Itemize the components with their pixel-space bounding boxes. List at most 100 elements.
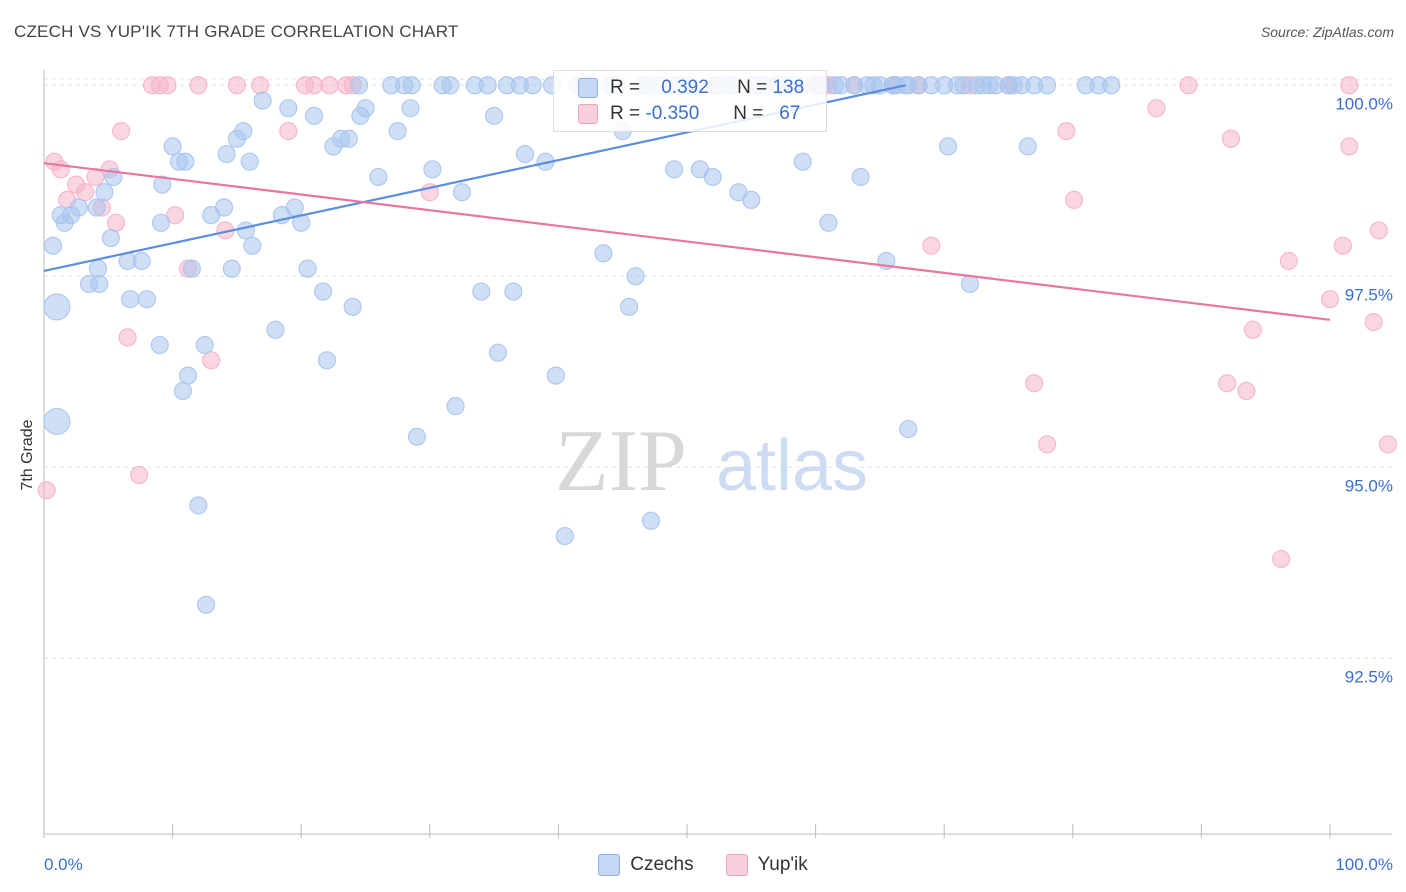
yupik-point bbox=[1221, 129, 1241, 148]
yupik-point bbox=[320, 76, 339, 95]
czech-point bbox=[90, 274, 109, 294]
czech-point bbox=[401, 99, 420, 118]
czech-point bbox=[163, 137, 182, 156]
czech-point bbox=[1004, 76, 1023, 95]
czech-point bbox=[472, 282, 491, 301]
czech-point bbox=[349, 76, 369, 95]
legend-label-yupik: Yup'ik bbox=[757, 854, 808, 875]
yupik-point bbox=[922, 236, 941, 255]
legend-n-value: 138 bbox=[772, 77, 805, 98]
czech-point bbox=[488, 343, 508, 362]
czech-point bbox=[253, 91, 272, 110]
czech-point bbox=[88, 259, 108, 278]
czech-point bbox=[441, 76, 460, 95]
czech-point bbox=[222, 259, 241, 278]
czech-point bbox=[173, 381, 192, 400]
czech-point bbox=[317, 351, 337, 370]
yupik-point bbox=[1369, 221, 1388, 240]
czech-point bbox=[523, 76, 542, 95]
legend-r-label: R = bbox=[610, 103, 641, 124]
y-axis-label: 7th Grade bbox=[19, 419, 36, 490]
correlation-legend: R = 0.392 N = 138 R = -0.350 N = 67 bbox=[553, 70, 827, 132]
chart-title: CZECH VS YUP'IK 7TH GRADE CORRELATION CH… bbox=[14, 22, 459, 41]
yupik-point bbox=[1025, 374, 1044, 393]
czech-point bbox=[243, 236, 262, 255]
czech-point bbox=[899, 419, 918, 439]
czech-point bbox=[1037, 76, 1057, 95]
legend-r-label: R = bbox=[610, 77, 641, 98]
legend-item-czechs: Czechs bbox=[598, 854, 694, 876]
legend-r-value: 0.392 bbox=[661, 77, 709, 98]
yupik-point bbox=[1147, 99, 1166, 118]
czech-point bbox=[176, 152, 195, 171]
czech-point bbox=[240, 152, 259, 171]
czech-point bbox=[178, 366, 198, 385]
yupik-point bbox=[202, 351, 221, 370]
czech-point bbox=[196, 595, 216, 614]
czech-point bbox=[43, 293, 71, 321]
czech-point bbox=[236, 221, 256, 240]
czech-point bbox=[555, 526, 574, 546]
legend-label-czechs: Czechs bbox=[630, 854, 694, 875]
czech-point bbox=[285, 198, 304, 217]
czech-point bbox=[356, 99, 375, 118]
czech-point bbox=[298, 259, 317, 278]
yupik-point bbox=[1218, 374, 1237, 393]
czech-point bbox=[504, 282, 523, 301]
yupik-point bbox=[1057, 122, 1076, 141]
legend-item-yupik: Yup'ik bbox=[725, 854, 808, 876]
czech-point bbox=[626, 267, 645, 286]
x-tick-label: 100.0% bbox=[1335, 855, 1393, 874]
czech-point bbox=[1102, 76, 1121, 95]
yupik-point bbox=[250, 76, 270, 95]
yupik-point bbox=[118, 328, 137, 347]
czech-point bbox=[742, 190, 761, 209]
czech-point bbox=[95, 183, 114, 202]
yupik-point bbox=[1272, 549, 1291, 569]
czech-point bbox=[151, 213, 171, 232]
watermark-zip: ZIP bbox=[555, 413, 687, 510]
czech-point bbox=[214, 198, 234, 217]
czech-point bbox=[266, 320, 285, 339]
legend-n-label: N = bbox=[737, 77, 768, 98]
yupik-point bbox=[1237, 381, 1256, 400]
yupik-point bbox=[112, 122, 131, 141]
czech-point bbox=[485, 106, 504, 125]
czech-point bbox=[339, 129, 358, 148]
czech-point bbox=[388, 122, 407, 141]
yupik-trend-line bbox=[43, 162, 1331, 321]
yupik-point bbox=[158, 76, 177, 95]
czech-point bbox=[641, 511, 661, 530]
czech-point bbox=[69, 198, 88, 217]
czech-point bbox=[313, 282, 333, 301]
watermark-atlas: atlas bbox=[716, 426, 868, 506]
legend-row-yupik: R = -0.350 N = 67 bbox=[554, 101, 800, 127]
czech-point bbox=[407, 427, 427, 446]
yupik-point bbox=[1279, 251, 1298, 271]
y-tick-label: 97.5% bbox=[1345, 285, 1393, 304]
yupik-point bbox=[227, 76, 246, 95]
yupik-point bbox=[304, 76, 324, 95]
yupik-point bbox=[1243, 320, 1262, 339]
legend-n-label: N = bbox=[733, 103, 764, 124]
czech-point bbox=[620, 297, 639, 316]
czech-point bbox=[452, 183, 472, 202]
czech-point bbox=[369, 167, 388, 187]
czech-point bbox=[292, 213, 311, 232]
czech-point bbox=[899, 76, 918, 95]
czech-point bbox=[43, 236, 63, 255]
czech-point bbox=[101, 228, 120, 248]
czech-point bbox=[515, 144, 535, 164]
yupik-point bbox=[1179, 76, 1198, 95]
czech-point bbox=[546, 366, 565, 385]
series-legend: Czechs Yup'ik bbox=[0, 852, 1406, 878]
yupik-point bbox=[279, 122, 298, 141]
axes bbox=[43, 70, 1392, 838]
czech-point bbox=[594, 244, 613, 263]
czech-point bbox=[703, 167, 722, 187]
yupik-point bbox=[189, 76, 208, 95]
x-tick-label: 0.0% bbox=[44, 855, 83, 874]
yupik-point bbox=[37, 481, 56, 500]
czech-point bbox=[279, 99, 298, 118]
y-tick-label: 100.0% bbox=[1335, 94, 1393, 113]
